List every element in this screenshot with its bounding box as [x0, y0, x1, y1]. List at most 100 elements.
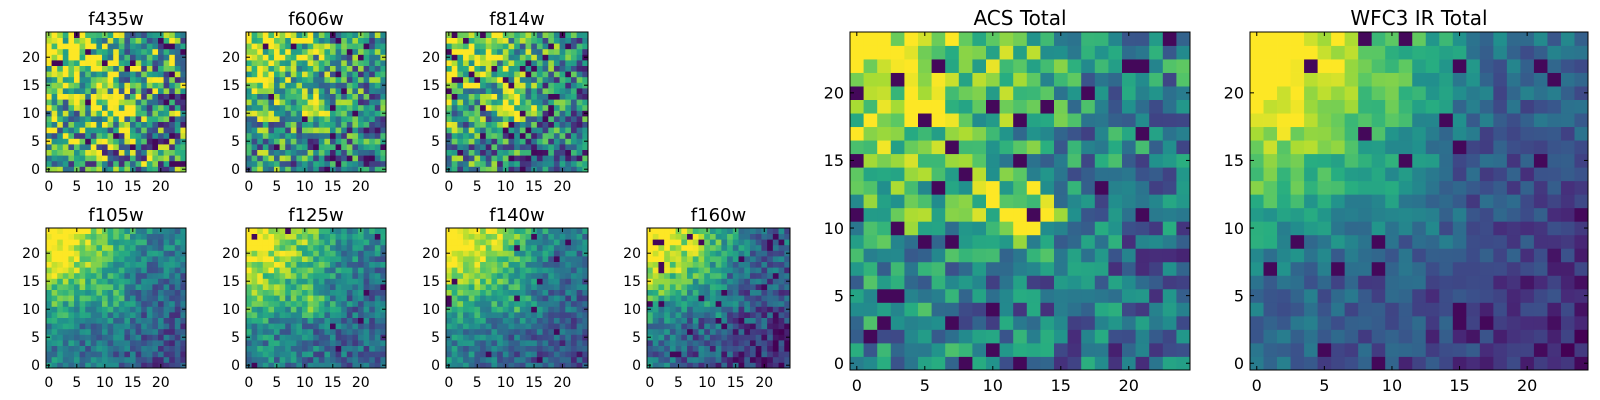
heatmap-cell	[480, 317, 487, 324]
heatmap-cell	[784, 356, 791, 363]
heatmap-cell	[565, 239, 572, 246]
heatmap-cell	[85, 233, 92, 240]
heatmap-cell	[130, 351, 136, 358]
heatmap-cell	[62, 300, 69, 307]
heatmap-cell	[330, 340, 336, 346]
heatmap-cell	[380, 149, 387, 156]
heatmap-cell	[318, 60, 325, 66]
heatmap-cell	[485, 256, 492, 262]
heatmap-cell	[877, 153, 892, 168]
heatmap-cell	[553, 233, 560, 240]
heatmap-cell	[163, 160, 170, 167]
heatmap-cell	[51, 71, 58, 78]
heatmap-cell	[531, 110, 538, 117]
heatmap-cell	[180, 37, 187, 44]
heatmap-cell	[468, 340, 475, 346]
heatmap-cell	[79, 155, 86, 162]
heatmap-cell	[180, 312, 187, 318]
heatmap-cell	[85, 76, 92, 83]
heatmap-cell	[931, 234, 946, 249]
heatmap-cell	[158, 334, 164, 341]
heatmap-cell	[130, 132, 136, 139]
heatmap-cell	[576, 132, 583, 139]
heatmap-cell	[468, 65, 475, 72]
heatmap-cell	[307, 138, 314, 145]
heatmap-cell	[485, 138, 492, 145]
heatmap-cell	[107, 132, 114, 139]
heatmap-cell	[542, 272, 549, 279]
heatmap-cell	[890, 288, 905, 303]
heatmap-cell	[85, 306, 92, 313]
heatmap-cell	[257, 233, 264, 240]
heatmap-cell	[46, 104, 52, 111]
heatmap-cell	[559, 138, 566, 145]
heatmap-cell	[531, 71, 538, 78]
heatmap-cell	[704, 250, 711, 257]
heatmap-cell	[514, 138, 521, 145]
heatmap-cell	[51, 82, 58, 89]
heatmap-cell	[107, 37, 114, 44]
heatmap-cell	[74, 289, 80, 296]
heatmap-cell	[46, 60, 52, 66]
heatmap-cell	[652, 306, 659, 313]
heatmap-cell	[704, 244, 711, 251]
heatmap-cell	[302, 278, 308, 285]
heatmap-cell	[296, 166, 303, 173]
heatmap-cell	[732, 295, 739, 302]
heatmap-cell	[457, 323, 464, 330]
heatmap-cell	[79, 250, 86, 257]
heatmap-cell	[251, 88, 258, 94]
heatmap-cell	[732, 334, 739, 341]
heatmap-cell	[767, 306, 774, 313]
heatmap-cell	[727, 284, 734, 290]
heatmap-cell	[715, 295, 722, 302]
heatmap-cell	[738, 261, 745, 268]
heatmap-cell	[850, 315, 864, 330]
heatmap-cell	[369, 54, 376, 61]
heatmap-cell	[1040, 153, 1055, 168]
heatmap-cell	[553, 239, 560, 246]
heatmap-cell	[669, 267, 676, 274]
heatmap-cell	[257, 228, 264, 234]
heatmap-cell	[514, 256, 521, 262]
heatmap-cell	[519, 289, 526, 296]
heatmap-cell	[497, 76, 504, 83]
heatmap-cell	[335, 233, 342, 240]
heatmap-cell	[102, 88, 108, 94]
heatmap-cell	[79, 362, 86, 369]
heatmap-cell	[744, 340, 751, 346]
heatmap-cell	[1094, 315, 1109, 330]
heatmap-cell	[709, 295, 717, 302]
heatmap-cell	[174, 160, 181, 167]
heatmap-cell	[749, 300, 757, 307]
heatmap-cell	[341, 284, 348, 290]
heatmap-cell	[446, 295, 453, 302]
heatmap-cell	[972, 261, 987, 276]
heatmap-cell	[681, 323, 688, 330]
heatmap-cell	[536, 250, 543, 257]
heatmap-cell	[102, 233, 108, 240]
heatmap-cell	[778, 250, 785, 257]
heatmap-cell	[135, 351, 142, 358]
heatmap-cell	[307, 37, 314, 44]
heatmap-cell	[1067, 221, 1082, 236]
heatmap-cell	[931, 167, 946, 182]
heatmap-cell	[463, 312, 470, 318]
heatmap-cell	[335, 110, 342, 117]
heatmap-cell	[446, 65, 453, 72]
heatmap-cell	[363, 93, 370, 100]
heatmap-cell	[652, 244, 659, 251]
heatmap-cell	[986, 234, 1000, 249]
heatmap-cell	[358, 345, 364, 352]
heatmap-cell	[999, 261, 1014, 276]
heatmap-cell	[559, 127, 566, 134]
heatmap-cell	[664, 261, 671, 268]
heatmap-cell	[582, 233, 589, 240]
heatmap-cell	[669, 239, 676, 246]
heatmap-cell	[257, 32, 264, 38]
heatmap-cell	[548, 244, 555, 251]
heatmap-cell	[474, 43, 481, 50]
heatmap-cell	[1176, 194, 1191, 209]
heatmap-cell	[335, 256, 342, 262]
heatmap-cell	[341, 250, 348, 257]
